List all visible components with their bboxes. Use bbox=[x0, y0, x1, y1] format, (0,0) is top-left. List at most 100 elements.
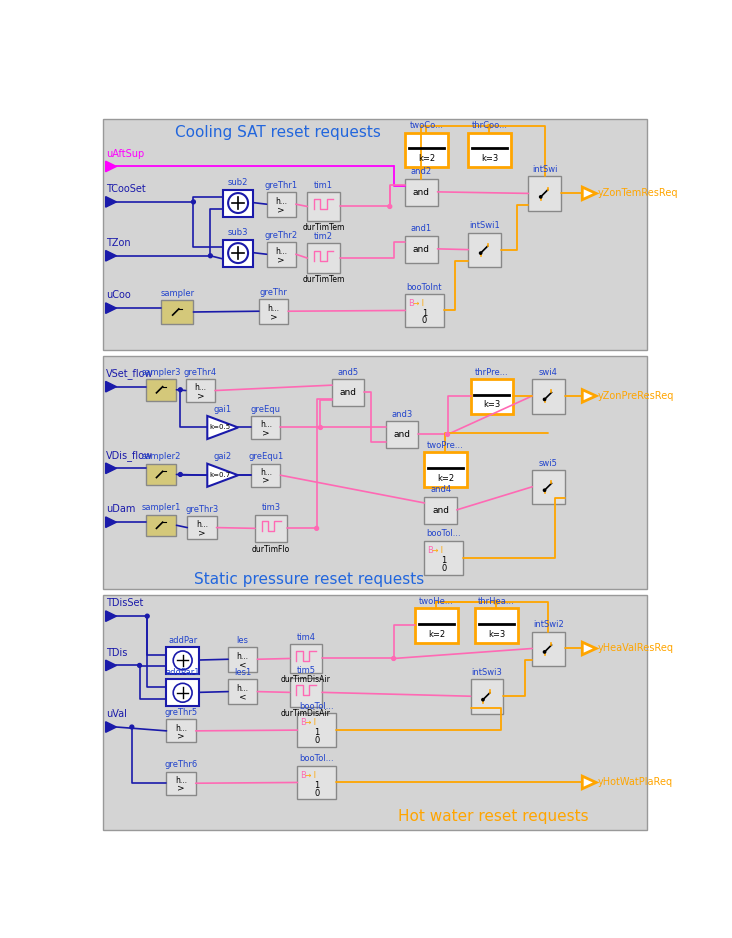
Text: → I: → I bbox=[305, 770, 316, 779]
Text: Hot water reset requests: Hot water reset requests bbox=[398, 809, 589, 824]
Text: >: > bbox=[262, 428, 269, 437]
Text: intSwi1: intSwi1 bbox=[469, 221, 500, 231]
Text: >: > bbox=[262, 476, 269, 485]
Circle shape bbox=[209, 254, 212, 258]
Circle shape bbox=[315, 526, 318, 530]
Text: sampler3: sampler3 bbox=[141, 368, 181, 377]
Text: yZonPreResReq: yZonPreResReq bbox=[598, 391, 674, 401]
Text: sampler1: sampler1 bbox=[141, 503, 181, 512]
Text: greThr6: greThr6 bbox=[165, 761, 198, 769]
Polygon shape bbox=[207, 463, 238, 487]
Polygon shape bbox=[105, 197, 116, 207]
Text: and4: and4 bbox=[430, 486, 451, 494]
Text: >: > bbox=[198, 528, 206, 537]
Text: sampler2: sampler2 bbox=[141, 452, 181, 461]
Text: k=2: k=2 bbox=[418, 154, 435, 163]
Text: addPar1: addPar1 bbox=[165, 668, 200, 677]
Text: h...: h... bbox=[260, 420, 272, 430]
Text: tim4: tim4 bbox=[296, 632, 315, 642]
Text: 1: 1 bbox=[441, 556, 447, 565]
Text: sub2: sub2 bbox=[228, 178, 248, 188]
Text: 0: 0 bbox=[314, 789, 319, 798]
Bar bbox=[103, 119, 647, 350]
Text: k=0.5: k=0.5 bbox=[209, 425, 231, 431]
Text: greEqu: greEqu bbox=[251, 404, 281, 414]
Text: k=3: k=3 bbox=[488, 630, 505, 639]
Text: 0: 0 bbox=[441, 564, 447, 573]
Text: greThr4: greThr4 bbox=[184, 368, 217, 377]
Circle shape bbox=[192, 200, 195, 204]
Circle shape bbox=[228, 243, 248, 263]
Text: thrCoo...: thrCoo... bbox=[471, 121, 507, 130]
Text: tim2: tim2 bbox=[314, 232, 333, 241]
Text: h...: h... bbox=[267, 304, 280, 312]
Polygon shape bbox=[105, 161, 116, 172]
Text: uAftSup: uAftSup bbox=[105, 149, 144, 159]
Circle shape bbox=[543, 651, 545, 653]
Bar bbox=[425, 540, 463, 575]
Text: <: < bbox=[239, 660, 247, 669]
Text: → I: → I bbox=[432, 546, 443, 554]
Circle shape bbox=[318, 426, 322, 430]
Text: B: B bbox=[300, 719, 306, 727]
Bar bbox=[471, 379, 513, 414]
Text: addPar: addPar bbox=[168, 636, 198, 644]
Text: yZonTemResReq: yZonTemResReq bbox=[598, 189, 678, 199]
Text: B: B bbox=[300, 770, 306, 779]
Text: durTimFlo: durTimFlo bbox=[252, 545, 291, 553]
Text: intSwi3: intSwi3 bbox=[471, 668, 502, 677]
Bar bbox=[103, 356, 647, 589]
Bar bbox=[297, 765, 336, 799]
Circle shape bbox=[179, 473, 182, 477]
Text: B: B bbox=[408, 299, 414, 308]
Text: thrHea...: thrHea... bbox=[478, 598, 515, 606]
Text: h...: h... bbox=[275, 197, 287, 205]
Text: TZon: TZon bbox=[105, 238, 130, 248]
Text: >: > bbox=[269, 312, 277, 321]
Bar bbox=[251, 416, 280, 439]
Text: greThr2: greThr2 bbox=[265, 231, 298, 239]
Circle shape bbox=[479, 252, 482, 254]
Polygon shape bbox=[105, 382, 116, 392]
Text: durTimTem: durTimTem bbox=[302, 223, 345, 233]
Bar bbox=[223, 239, 253, 266]
Text: greEqu1: greEqu1 bbox=[248, 452, 283, 461]
Text: gai2: gai2 bbox=[214, 452, 232, 461]
Bar bbox=[532, 631, 564, 666]
Bar bbox=[406, 295, 444, 326]
Text: and: and bbox=[432, 506, 449, 515]
Circle shape bbox=[173, 683, 192, 703]
Text: tim3: tim3 bbox=[261, 503, 281, 512]
Polygon shape bbox=[582, 187, 596, 200]
Bar bbox=[186, 379, 215, 402]
Polygon shape bbox=[105, 721, 116, 733]
Polygon shape bbox=[582, 643, 596, 655]
Bar bbox=[255, 515, 288, 542]
Circle shape bbox=[388, 204, 392, 208]
Bar bbox=[307, 244, 340, 273]
Bar bbox=[297, 713, 336, 747]
Text: → I: → I bbox=[413, 299, 424, 308]
Bar bbox=[290, 643, 322, 673]
Polygon shape bbox=[105, 660, 116, 671]
Text: → I: → I bbox=[305, 719, 316, 727]
Circle shape bbox=[543, 399, 545, 401]
Circle shape bbox=[173, 651, 192, 670]
Bar bbox=[146, 379, 176, 401]
Text: and5: and5 bbox=[337, 368, 359, 377]
Text: and: and bbox=[340, 388, 356, 397]
Text: booTol...: booTol... bbox=[299, 702, 334, 711]
Bar bbox=[425, 497, 457, 523]
Text: durTimTem: durTimTem bbox=[302, 275, 345, 284]
Bar bbox=[406, 235, 438, 263]
Bar bbox=[166, 679, 199, 706]
Bar bbox=[529, 176, 561, 211]
Bar bbox=[223, 189, 253, 217]
Text: booToInt: booToInt bbox=[407, 283, 442, 292]
Text: swi5: swi5 bbox=[539, 459, 558, 467]
Circle shape bbox=[179, 387, 182, 392]
Text: k=3: k=3 bbox=[481, 154, 498, 163]
Text: k=2: k=2 bbox=[437, 474, 454, 483]
Text: thrPre...: thrPre... bbox=[475, 368, 509, 377]
Bar bbox=[228, 647, 258, 672]
